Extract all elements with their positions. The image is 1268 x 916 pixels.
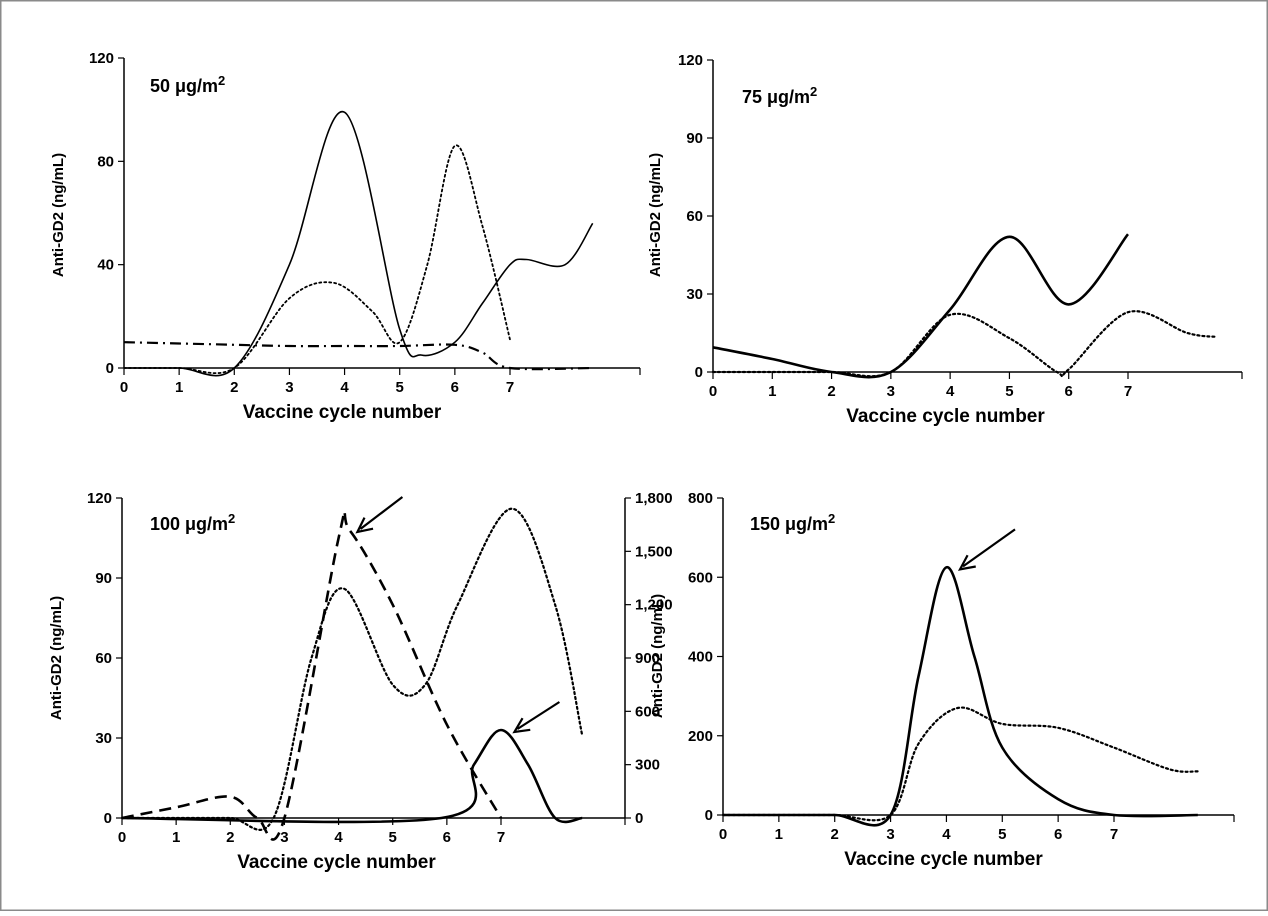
x-tick-label: 2 (827, 383, 835, 400)
x-tick-label: 0 (709, 383, 717, 400)
x-tick-label: 5 (389, 829, 397, 846)
y-tick-label: 0 (705, 807, 713, 824)
y-tick-label: 90 (95, 570, 112, 587)
y-tick-label: 60 (95, 650, 112, 667)
panel-title: 50 μg/m2 (150, 73, 225, 96)
title-superscript: 2 (228, 511, 235, 526)
series-line-dotted (711, 310, 1218, 378)
x-axis-label: Vaccine cycle number (243, 402, 442, 423)
y-tick-label: 30 (686, 286, 703, 303)
panel-title: 150 μg/m2 (750, 511, 835, 534)
y-axis-label: Anti-GD2 (ng/mL) (48, 596, 65, 720)
series-line-solid (723, 566, 1198, 827)
x-tick-label: 1 (775, 826, 783, 843)
y-tick-label: 0 (695, 364, 703, 381)
y2-tick-label: 0 (635, 810, 643, 827)
y-tick-label: 60 (686, 208, 703, 225)
y-tick-label: 80 (97, 153, 114, 170)
y2-tick-label: 900 (635, 650, 660, 667)
x-tick-label: 2 (230, 379, 238, 396)
x-tick-label: 0 (719, 826, 727, 843)
y-tick-label: 30 (95, 730, 112, 747)
y-tick-label: 200 (688, 728, 713, 745)
y2-tick-label: 1,500 (635, 543, 673, 560)
x-axis-label: Vaccine cycle number (846, 406, 1045, 427)
x-axis-label: Vaccine cycle number (237, 852, 436, 873)
title-superscript: 2 (218, 73, 225, 88)
series-line-dotted (120, 507, 584, 831)
x-tick-label: 7 (506, 379, 514, 396)
x-tick-label: 4 (334, 829, 343, 846)
y2-tick-label: 600 (635, 703, 660, 720)
y-tick-label: 400 (688, 649, 713, 666)
x-tick-label: 5 (998, 826, 1006, 843)
y-tick-label: 40 (97, 257, 114, 274)
x-tick-label: 1 (172, 829, 180, 846)
x-tick-label: 5 (396, 379, 404, 396)
y-tick-label: 600 (688, 569, 713, 586)
x-tick-label: 6 (1065, 383, 1073, 400)
panel-title: 100 μg/m2 (150, 511, 235, 534)
x-tick-label: 6 (1054, 826, 1062, 843)
series-line-solid (124, 111, 594, 377)
x-axis-label: Vaccine cycle number (844, 849, 1043, 870)
arrow-head (512, 717, 531, 734)
x-tick-label: 3 (887, 383, 895, 400)
x-tick-label: 6 (451, 379, 459, 396)
x-tick-label: 4 (942, 826, 951, 843)
series-line-solid (712, 233, 1130, 379)
title-superscript: 2 (828, 511, 835, 526)
y2-tick-label: 1,200 (635, 597, 673, 614)
y-tick-label: 0 (106, 360, 114, 377)
x-tick-label: 3 (285, 379, 293, 396)
x-tick-label: 3 (280, 829, 288, 846)
series-line-dashdot (123, 341, 593, 371)
x-tick-label: 5 (1005, 383, 1013, 400)
annotation-arrow (512, 701, 561, 734)
arrow-head (355, 517, 374, 534)
annotation-arrow (957, 528, 1016, 571)
panel-2: 0 1 2 3 4 5 6 7 0 30 60 90 120 Vaccine cycle number An… (647, 52, 1243, 427)
x-tick-label: 2 (226, 829, 234, 846)
series-line-solid (121, 728, 583, 824)
y2-tick-label: 300 (635, 757, 660, 774)
y-tick-label: 120 (89, 50, 114, 67)
panel-1: 0 1 2 3 4 5 6 7 0 40 80 120 Vaccine cycle number Anti… (50, 50, 641, 423)
panel-3: 0 1 2 3 4 5 6 7 0 30 60 90 120 0 300 600 900 1,200 1,500 1,… (48, 490, 673, 873)
arrow-head (957, 554, 976, 571)
panel-4: 0 1 2 3 4 5 6 7 0 200 400 600 800 Vaccine cycle numbe… (649, 490, 1235, 870)
series-line-dashed (121, 509, 503, 841)
y-axis-label: Anti-GD2 (ng/mL) (50, 153, 67, 277)
x-tick-label: 7 (497, 829, 505, 846)
y-axis-label: Anti-GD2 (ng/mL) (649, 594, 666, 718)
x-tick-label: 1 (175, 379, 183, 396)
series-line-dotted (721, 706, 1199, 822)
x-tick-label: 2 (831, 826, 839, 843)
x-tick-label: 4 (946, 383, 955, 400)
x-tick-label: 1 (768, 383, 776, 400)
y-axis-label: Anti-GD2 (ng/mL) (647, 153, 664, 277)
y-tick-label: 90 (686, 130, 703, 147)
x-tick-label: 0 (118, 829, 126, 846)
x-tick-label: 0 (120, 379, 128, 396)
title-superscript: 2 (810, 84, 817, 99)
x-tick-label: 3 (886, 826, 894, 843)
y-tick-label: 120 (87, 490, 112, 507)
series-line-dotted (123, 144, 511, 374)
x-tick-label: 7 (1110, 826, 1118, 843)
x-tick-label: 4 (340, 379, 349, 396)
y-tick-label: 120 (678, 52, 703, 69)
annotation-arrow (355, 496, 404, 534)
y-tick-label: 800 (688, 490, 713, 507)
y-tick-label: 0 (104, 810, 112, 827)
panel-title: 75 μg/m2 (742, 84, 817, 107)
x-tick-label: 7 (1124, 383, 1132, 400)
x-tick-label: 6 (443, 829, 451, 846)
y2-tick-label: 1,800 (635, 490, 673, 507)
